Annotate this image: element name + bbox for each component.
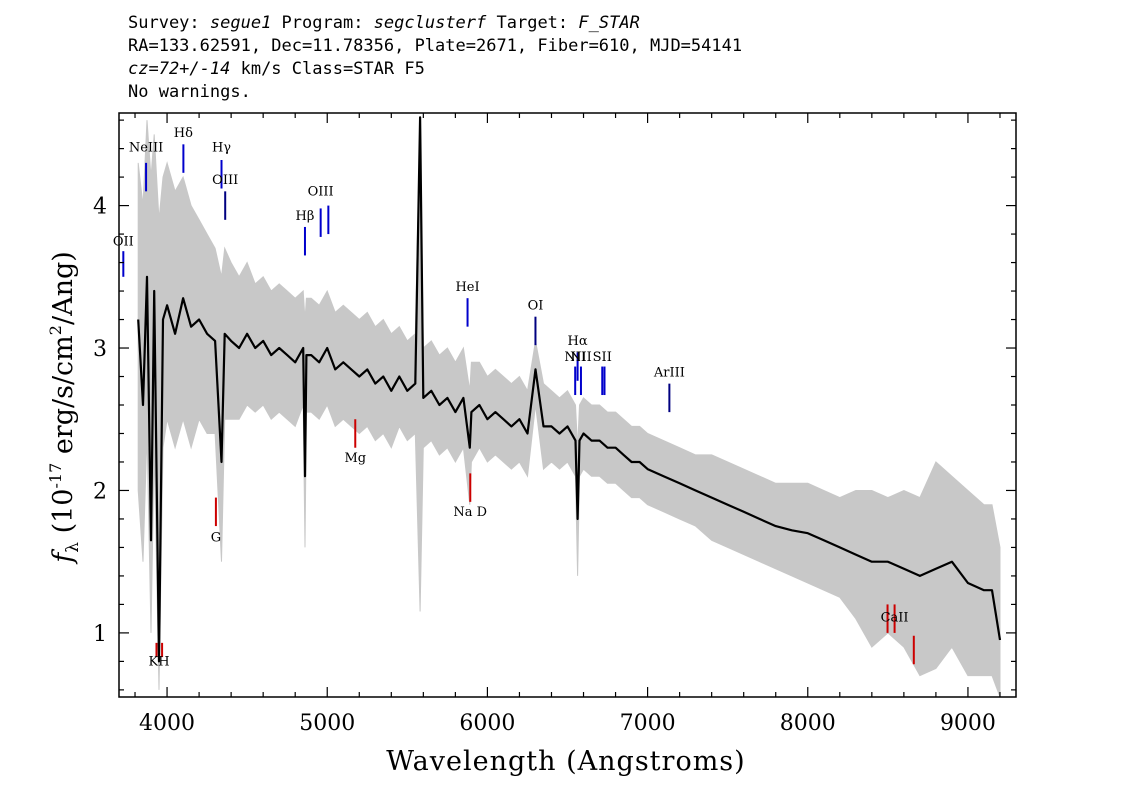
flux-series-line-0 [137,116,1002,663]
program-label: Program: [271,13,374,33]
target-value: F_STAR [578,13,640,33]
x-tick-label: 9000 [940,711,996,736]
x-axis-label: Wavelength (Angstroms) [386,746,745,777]
x-tick-label: 4000 [139,711,195,736]
y-axis-label-exponent: -17 [46,463,65,489]
y-axis-label: fλ (10-17 erg/s/cm2/Ang) [46,251,83,565]
x-tick-label: 8000 [780,711,836,736]
program-value: segclusterf [373,13,487,33]
emission-line-label-1: Hδ [174,126,193,141]
y-tick-label: 4 [93,195,107,220]
flux-series-layer [137,116,1002,663]
target-label: Target: [486,13,579,33]
x-tick-label: 7000 [620,711,676,736]
emission-line-label-0: NeIII [129,140,163,155]
emission-line-label-4: OII [113,234,134,249]
y-tick-label: 2 [93,479,107,504]
y-axis-label-main: (10 [48,489,79,542]
error-band [137,117,1001,698]
y-axis-label-unit-exponent: 2 [46,325,65,335]
header-line-redshift: cz=72+/-14 km/s Class=STAR F5 [128,58,742,81]
absorption-line-label-3: Na D [453,505,487,520]
header-line-warnings: No warnings. [128,82,251,102]
emission-line-label-12: NII [570,350,592,365]
emission-line-label-11: NII [564,350,586,365]
y-axis-label-subscript: λ [63,542,83,553]
axes-layer: 4000 5000 6000 7000 8000 9000 1 2 3 4 [93,112,1017,736]
absorption-line-label-2: Mg [344,451,366,466]
y-tick-label: 3 [93,337,107,362]
header-line-survey: Survey: segue1 Program: segclusterf Targ… [128,12,742,35]
header-line-coords: RA=133.62591, Dec=11.78356, Plate=2671, … [128,36,743,56]
absorption-line-label-4: CaII [881,611,909,626]
x-tick-label: 6000 [459,711,515,736]
absorption-line-label-1: G [211,531,221,546]
spectrum-header: Survey: segue1 Program: segclusterf Targ… [128,12,742,104]
emission-line-label-13: SII [593,350,612,365]
error-band-layer [137,117,1001,698]
class-value: km/s Class=STAR F5 [230,59,425,79]
emission-line-label-8: HeI [455,280,479,295]
absorption-line-label-0: KH [149,655,170,670]
y-axis-label-unit: erg/s/cm [48,335,79,463]
emission-line-label-2: Hγ [212,140,231,155]
emission-line-label-9: OI [528,299,544,314]
emission-line-label-15: ArIII [653,366,685,381]
y-axis-label-end: /Ang) [48,251,79,325]
x-tick-label: 5000 [299,711,355,736]
y-tick-label: 1 [93,622,107,647]
survey-value: segue1 [209,13,272,33]
emission-line-label-3: OIII [212,173,238,188]
emission-line-label-10: Hα [568,334,588,349]
redshift-value: cz=72+/-14 [128,59,231,79]
survey-label: Survey: [128,13,210,33]
emission-line-label-5: Hβ [296,209,315,224]
emission-line-label-6: OIII [308,185,334,200]
